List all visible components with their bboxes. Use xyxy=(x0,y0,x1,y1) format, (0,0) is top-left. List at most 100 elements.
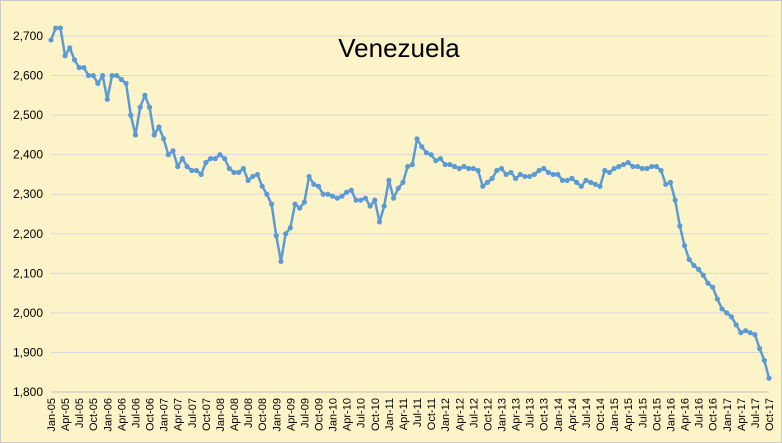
data-point xyxy=(541,165,547,172)
x-tick-label: Jul-15 xyxy=(637,398,649,428)
data-point xyxy=(128,112,134,118)
x-tick-label: Jan-14 xyxy=(553,398,565,432)
data-point xyxy=(677,223,683,229)
data-point xyxy=(757,345,763,352)
x-tick-label: Jan-09 xyxy=(271,398,283,432)
data-point xyxy=(212,156,218,162)
data-point xyxy=(114,72,120,79)
data-point xyxy=(400,179,406,185)
data-point xyxy=(761,357,767,363)
x-axis-ticks: Jan-05 Apr-05 Jul-05 Oct-05 Jan-06 Apr-06 Jul-… xyxy=(46,398,776,432)
data-point xyxy=(109,72,115,79)
data-point xyxy=(456,165,462,172)
data-point xyxy=(536,167,542,174)
data-point xyxy=(273,233,279,239)
data-point xyxy=(85,72,92,79)
x-tick-label: Oct-16 xyxy=(708,398,720,431)
x-tick-label: Apr-14 xyxy=(567,398,579,431)
data-point xyxy=(630,163,636,170)
x-tick-label: Oct-05 xyxy=(88,398,100,431)
x-tick-label: Apr-09 xyxy=(285,398,297,431)
data-point xyxy=(517,171,523,178)
data-point xyxy=(531,171,537,178)
data-point xyxy=(405,163,411,170)
data-point xyxy=(527,173,533,180)
data-point xyxy=(423,150,430,156)
data-point xyxy=(710,284,716,290)
data-point xyxy=(550,171,556,178)
data-point xyxy=(555,171,561,178)
data-point xyxy=(207,156,214,162)
data-point xyxy=(245,177,251,183)
data-point xyxy=(489,175,495,181)
data-point xyxy=(306,173,312,180)
data-points xyxy=(48,25,772,381)
data-point xyxy=(203,159,209,166)
data-point xyxy=(334,195,340,201)
data-point xyxy=(287,225,293,231)
data-point xyxy=(137,104,143,110)
y-tick-label: 2,500 xyxy=(13,108,43,122)
x-tick-label: Oct-15 xyxy=(651,398,663,431)
data-point xyxy=(90,72,96,79)
y-axis-ticks: 1,800 1,900 2,000 2,100 2,200 2,300 2,400 2,500… xyxy=(13,29,43,399)
data-point xyxy=(222,156,228,162)
data-point xyxy=(747,330,753,336)
data-point xyxy=(95,80,101,87)
x-tick-label: Jul-06 xyxy=(130,398,142,428)
y-tick-label: 1,900 xyxy=(13,345,43,359)
x-tick-label: Oct-13 xyxy=(539,398,551,431)
data-point xyxy=(578,183,584,189)
data-point xyxy=(170,148,176,154)
x-tick-label: Apr-13 xyxy=(511,398,523,431)
x-tick-label: Jan-11 xyxy=(384,398,396,431)
data-point xyxy=(386,177,392,183)
series-line xyxy=(49,26,771,379)
data-point xyxy=(733,322,739,328)
data-point xyxy=(724,310,730,316)
data-point xyxy=(231,169,237,176)
data-point xyxy=(264,191,270,197)
x-tick-label: Oct-06 xyxy=(145,398,157,431)
data-point xyxy=(597,183,603,189)
y-tick-label: 2,200 xyxy=(13,227,43,241)
data-point xyxy=(189,167,195,174)
data-point xyxy=(442,161,448,168)
data-point xyxy=(358,197,364,203)
x-tick-label: Jul-08 xyxy=(243,398,255,428)
data-point xyxy=(700,272,706,278)
data-point xyxy=(475,167,481,174)
data-point xyxy=(494,167,500,174)
data-point xyxy=(686,256,692,263)
data-point xyxy=(348,187,354,193)
data-point xyxy=(62,53,68,59)
x-tick-label: Jan-12 xyxy=(440,398,452,432)
data-point xyxy=(259,183,265,189)
x-tick-label: Jul-05 xyxy=(74,398,86,428)
x-tick-label: Jan-13 xyxy=(497,398,509,432)
x-tick-label: Apr-17 xyxy=(736,398,748,431)
data-point xyxy=(649,163,655,170)
y-tick-label: 2,600 xyxy=(13,69,43,83)
gridlines xyxy=(51,35,769,393)
data-point xyxy=(451,163,458,170)
data-point xyxy=(602,167,608,174)
y-tick-label: 2,000 xyxy=(13,306,43,320)
data-point xyxy=(691,262,697,269)
data-point xyxy=(146,104,153,110)
x-tick-label: Apr-15 xyxy=(623,398,635,431)
x-tick-label: Apr-05 xyxy=(60,398,72,431)
x-tick-label: Apr-10 xyxy=(342,398,354,431)
x-tick-label: Jan-08 xyxy=(215,398,227,432)
data-point xyxy=(311,181,317,187)
data-point xyxy=(362,195,369,201)
data-point xyxy=(470,165,476,172)
x-tick-label: Apr-16 xyxy=(680,398,692,431)
x-tick-label: Jul-13 xyxy=(525,398,537,428)
data-point xyxy=(81,65,87,71)
x-tick-label: Oct-10 xyxy=(370,398,382,431)
data-point xyxy=(161,136,167,142)
data-point xyxy=(104,96,110,102)
data-point xyxy=(409,161,415,168)
